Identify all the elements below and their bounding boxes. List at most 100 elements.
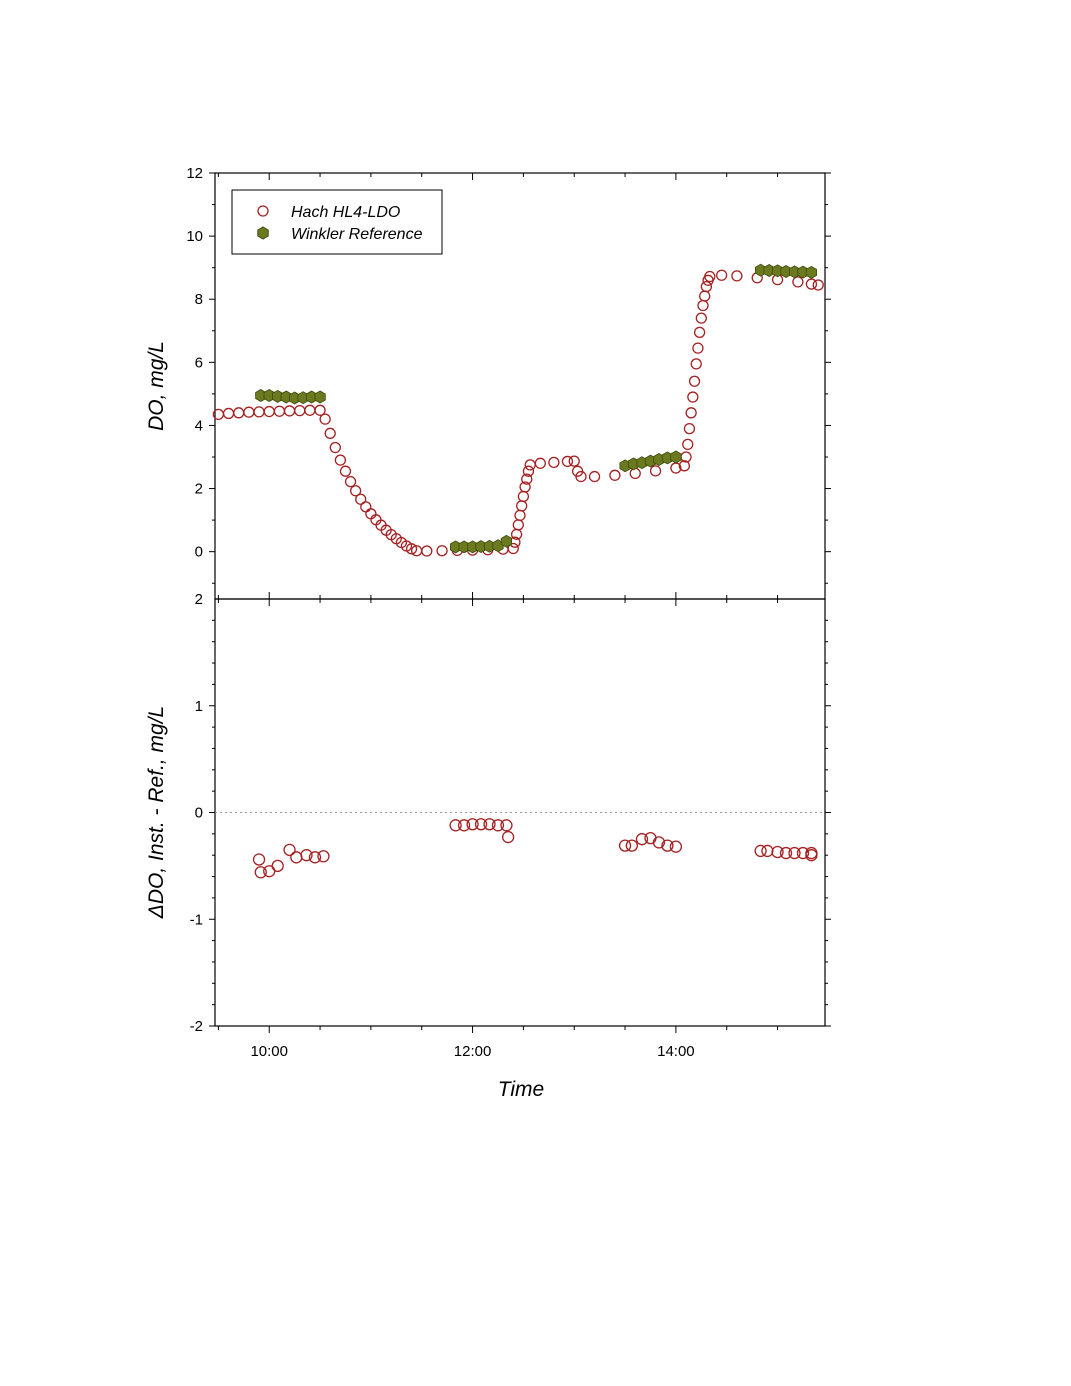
x-axis-title: Time bbox=[498, 1078, 544, 1101]
delta-point bbox=[252, 853, 266, 866]
hach-point bbox=[687, 391, 699, 403]
delta-point bbox=[474, 818, 488, 831]
hach-point bbox=[263, 405, 275, 418]
hach-point bbox=[812, 279, 824, 291]
hach-point bbox=[329, 441, 341, 454]
delta-point bbox=[779, 846, 793, 860]
hach-point bbox=[700, 280, 713, 293]
bottom-y-tick-label: -1 bbox=[190, 911, 203, 928]
top-y-tick-label: 6 bbox=[195, 354, 203, 371]
bottom-y-tick-label: 1 bbox=[195, 698, 203, 715]
hach-point bbox=[319, 413, 331, 425]
top-y-tick-label: 2 bbox=[195, 481, 203, 498]
legend-label-winkler: Winkler Reference bbox=[291, 226, 423, 243]
legend-label-hach: Hach HL4-LDO bbox=[291, 204, 400, 221]
winkler-point bbox=[670, 450, 682, 464]
top-y-ticks: 0 2 4 6 8 10 12 2 bbox=[186, 165, 831, 608]
hach-point bbox=[588, 470, 601, 483]
top-y-tick-label: 4 bbox=[195, 417, 203, 434]
delta-point bbox=[788, 846, 801, 860]
delta-point bbox=[500, 819, 513, 832]
hach-point bbox=[683, 422, 696, 435]
winkler-point bbox=[805, 265, 817, 279]
delta-point bbox=[754, 844, 767, 858]
delta-point bbox=[491, 819, 505, 832]
hach-point bbox=[704, 270, 716, 283]
top-y-tick-label: 8 bbox=[195, 291, 203, 308]
top-y-axis-title: DO, mg/L bbox=[145, 341, 168, 431]
hach-point bbox=[243, 406, 255, 418]
hach-point bbox=[324, 427, 336, 439]
x-tick-label: 10:00 bbox=[250, 1043, 288, 1060]
x-tick-label: 12:00 bbox=[454, 1043, 492, 1060]
bottom-panel: -2 -1 0 1 10:00 12:00 14:00 ΔDO, Inst. - Ref.… bbox=[145, 173, 831, 1101]
hach-point bbox=[805, 278, 818, 290]
delta-point bbox=[652, 836, 666, 849]
hach-point bbox=[575, 470, 587, 483]
delta-point bbox=[618, 839, 632, 852]
hach-point bbox=[405, 543, 418, 555]
hach-point bbox=[339, 465, 352, 477]
top-panel: 0 2 4 6 8 10 12 2 Hach HL4-LDO Winkler Referenc… bbox=[145, 165, 831, 608]
hach-point bbox=[534, 457, 546, 469]
hach-point bbox=[344, 475, 357, 488]
hach-point bbox=[688, 375, 701, 387]
top-data-points bbox=[212, 263, 824, 557]
hach-point bbox=[692, 342, 704, 354]
hach-point bbox=[699, 290, 711, 302]
bottom-data-points bbox=[252, 818, 818, 879]
hach-point bbox=[349, 485, 362, 497]
delta-point bbox=[300, 849, 313, 862]
x-tick-label: 14:00 bbox=[657, 1043, 695, 1060]
hach-point bbox=[233, 407, 245, 419]
legend-marker-hach bbox=[257, 205, 269, 217]
hach-point bbox=[222, 407, 235, 420]
delta-point bbox=[271, 859, 284, 873]
delta-point bbox=[761, 844, 774, 858]
hach-point bbox=[609, 469, 621, 481]
hach-point bbox=[507, 542, 519, 555]
bottom-y-axis-title: ΔDO, Inst. - Ref., mg/L bbox=[145, 706, 168, 919]
legend: Hach HL4-LDO Winkler Reference bbox=[231, 189, 443, 255]
delta-point bbox=[796, 846, 810, 860]
hach-point bbox=[314, 404, 326, 416]
delta-point bbox=[501, 830, 515, 844]
delta-point bbox=[254, 866, 267, 879]
hach-point bbox=[334, 454, 347, 466]
hach-point bbox=[568, 455, 580, 467]
winkler-point bbox=[500, 534, 513, 548]
hach-point bbox=[693, 326, 706, 339]
hach-point bbox=[524, 459, 536, 471]
delta-point bbox=[625, 839, 638, 852]
top-y-tick-label: 10 bbox=[186, 228, 203, 245]
delta-point bbox=[661, 839, 674, 852]
delta-point bbox=[466, 818, 479, 831]
delta-point bbox=[308, 851, 322, 864]
hach-point bbox=[365, 508, 377, 520]
hach-point bbox=[548, 456, 560, 469]
delta-point bbox=[317, 850, 330, 863]
delta-point bbox=[805, 849, 818, 862]
hach-point bbox=[253, 406, 265, 418]
hach-point bbox=[355, 493, 367, 505]
hach-point bbox=[678, 460, 691, 472]
top-y-tick-label-extra: 2 bbox=[195, 591, 203, 608]
top-y-tick-label: 0 bbox=[195, 544, 203, 561]
delta-point bbox=[290, 851, 303, 864]
hach-point bbox=[360, 501, 372, 513]
hach-point bbox=[436, 545, 448, 557]
hach-point bbox=[421, 545, 433, 557]
hach-point bbox=[561, 455, 574, 468]
hach-point bbox=[522, 465, 535, 477]
winkler-point bbox=[314, 390, 326, 404]
legend-marker-winkler bbox=[257, 226, 269, 240]
hach-point bbox=[516, 500, 528, 512]
top-y-tick-label: 12 bbox=[186, 165, 203, 182]
delta-point bbox=[635, 833, 649, 846]
hach-point bbox=[273, 405, 286, 417]
hach-point bbox=[294, 404, 306, 417]
delta-point bbox=[644, 831, 657, 845]
hach-point bbox=[731, 270, 743, 282]
hach-point bbox=[512, 519, 524, 531]
